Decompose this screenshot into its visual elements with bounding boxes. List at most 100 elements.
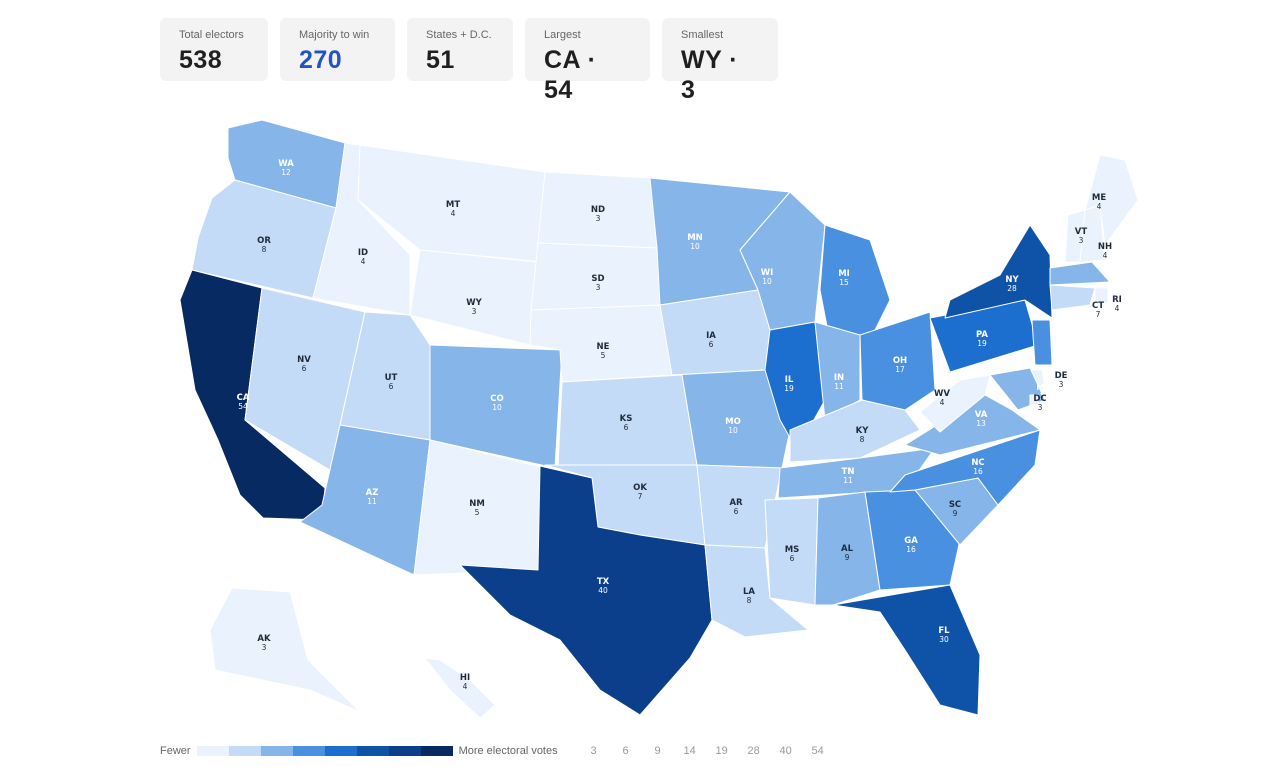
- legend-swatch-2: [228, 746, 261, 756]
- legend-swatch-7: [388, 746, 421, 756]
- stat-label: Majority to win: [299, 29, 370, 41]
- stat-card-largest: Largest CA · 54: [525, 18, 650, 104]
- state-votes-label: 4: [463, 682, 468, 691]
- state-code-label: NC: [971, 458, 984, 468]
- state-votes-label: 6: [624, 423, 629, 432]
- state-code-label: DE: [1055, 371, 1068, 381]
- state-in[interactable]: [814, 321, 861, 421]
- state-votes-label: 54: [238, 402, 248, 411]
- state-la[interactable]: [704, 544, 809, 638]
- legend-swatch-6: [356, 746, 389, 756]
- legend-swatch-5: [324, 746, 357, 756]
- state-code-label: IA: [706, 331, 716, 341]
- state-code-label: MN: [687, 233, 703, 243]
- state-votes-label: 19: [784, 384, 794, 393]
- state-code-label: MS: [785, 545, 800, 555]
- state-votes-label: 4: [1103, 251, 1108, 260]
- state-dc[interactable]: [1029, 394, 1039, 406]
- legend-swatch-8: [420, 746, 453, 756]
- state-ky[interactable]: [789, 399, 921, 463]
- state-votes-label: 4: [940, 398, 945, 407]
- state-tx[interactable]: [459, 465, 713, 716]
- state-votes-label: 3: [1038, 403, 1043, 412]
- state-oh[interactable]: [859, 311, 936, 411]
- state-ak[interactable]: [209, 587, 361, 713]
- state-code-label: UT: [385, 373, 398, 383]
- state-votes-label: 10: [762, 277, 772, 286]
- state-code-label: NV: [297, 355, 311, 365]
- state-ri[interactable]: [1094, 287, 1109, 304]
- stat-card-majority: Majority to win 270: [280, 18, 395, 81]
- stat-label: States + D.C.: [426, 29, 492, 41]
- stat-value: WY · 3: [681, 46, 739, 104]
- state-code-label: MD: [1036, 383, 1052, 393]
- state-votes-label: 10: [1039, 392, 1049, 401]
- state-votes-label: 7: [1096, 310, 1101, 319]
- state-code-label: OR: [257, 236, 271, 246]
- state-votes-label: 10: [492, 403, 502, 412]
- state-hi[interactable]: [424, 657, 496, 719]
- state-code-label: CA: [237, 393, 250, 403]
- state-code-label: AL: [841, 544, 854, 554]
- state-votes-label: 28: [1007, 284, 1017, 293]
- state-nc[interactable]: [889, 429, 1041, 506]
- state-votes-label: 6: [389, 382, 394, 391]
- state-code-label: OH: [893, 356, 907, 366]
- state-code-label: SC: [949, 500, 961, 510]
- state-votes-label: 7: [638, 492, 643, 501]
- state-code-label: MI: [838, 269, 850, 279]
- stat-value: 538: [179, 46, 223, 74]
- state-votes-label: 40: [598, 586, 608, 595]
- state-votes-label: 10: [728, 426, 738, 435]
- legend-tick-9: 9: [654, 745, 661, 757]
- legend-tick-14: 14: [683, 745, 696, 757]
- stat-label: Smallest: [681, 29, 724, 41]
- legend-tick-6: 6: [622, 745, 629, 757]
- state-votes-label: 6: [734, 507, 739, 516]
- legend-more-label: More electoral votes: [458, 745, 558, 757]
- stat-label: Largest: [544, 29, 581, 41]
- state-votes-label: 6: [302, 364, 307, 373]
- state-votes-label: 14: [1063, 348, 1073, 357]
- state-votes-label: 11: [1115, 285, 1125, 294]
- state-votes-label: 3: [1059, 380, 1064, 389]
- state-code-label: ND: [591, 205, 605, 215]
- stat-value: CA · 54: [544, 46, 597, 104]
- state-code-label: RI: [1112, 295, 1122, 305]
- state-ny[interactable]: [944, 224, 1053, 319]
- state-ct[interactable]: [1049, 284, 1096, 311]
- state-code-label: LA: [743, 587, 755, 597]
- state-code-label: AZ: [366, 488, 379, 498]
- state-me[interactable]: [1084, 154, 1139, 246]
- state-code-label: NM: [469, 499, 485, 509]
- state-code-label: KY: [856, 426, 870, 436]
- state-nj[interactable]: [1031, 319, 1053, 366]
- state-code-label: WY: [466, 298, 482, 308]
- state-votes-label: 6: [709, 340, 714, 349]
- state-votes-label: 4: [361, 257, 366, 266]
- state-code-label: IL: [785, 375, 794, 385]
- state-votes-label: 11: [843, 476, 853, 485]
- state-votes-label: 5: [475, 508, 480, 517]
- state-az[interactable]: [299, 424, 431, 576]
- state-mi[interactable]: [819, 224, 891, 343]
- state-code-label: OK: [633, 483, 647, 493]
- state-code-label: SD: [591, 274, 604, 284]
- legend-tick-3: 3: [590, 745, 597, 757]
- state-al[interactable]: [814, 491, 881, 606]
- state-code-label: FL: [938, 626, 950, 636]
- state-code-label: ME: [1092, 193, 1106, 203]
- state-code-label: KS: [620, 414, 633, 424]
- state-votes-label: 30: [939, 635, 949, 644]
- state-code-label: MO: [725, 417, 741, 427]
- state-code-label: WV: [934, 389, 950, 399]
- state-wv[interactable]: [919, 374, 991, 433]
- state-votes-label: 5: [601, 351, 606, 360]
- legend-tick-28: 28: [747, 745, 760, 757]
- state-fl[interactable]: [832, 584, 981, 716]
- state-votes-label: 6: [790, 554, 795, 563]
- state-code-label: CT: [1092, 301, 1104, 311]
- state-ma[interactable]: [1049, 261, 1111, 286]
- legend-tick-54: 54: [811, 745, 824, 757]
